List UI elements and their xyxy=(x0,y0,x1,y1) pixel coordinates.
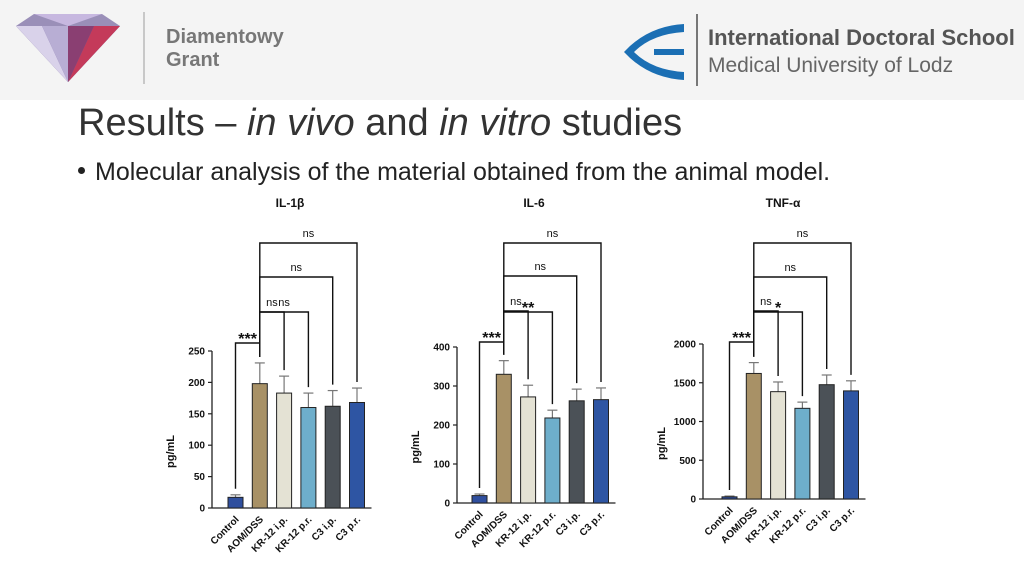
chart2-bar xyxy=(544,417,561,504)
chart3-y-tick-label: 1500 xyxy=(674,378,697,389)
chart2-y-tick-label: 300 xyxy=(433,382,450,393)
right-logo-line2: Medical University of Lodz xyxy=(708,54,954,77)
doctoral-school-logo-text: International Doctoral School Medical Un… xyxy=(708,24,1015,80)
chart3-y-tick-label: 500 xyxy=(679,456,696,467)
chart2-category-label: C3 p.r. xyxy=(578,509,608,539)
chart2-y-tick-label: 400 xyxy=(433,343,450,354)
chart1-title: IL-1β xyxy=(276,196,305,210)
title-italic1: in vivo xyxy=(246,102,355,144)
chart2-bar xyxy=(568,400,585,504)
bullet-text: Molecular analysis of the material obtai… xyxy=(95,158,831,186)
chart1-significance-label: ns xyxy=(278,297,290,309)
chart1-bar xyxy=(324,405,341,509)
chart3-significance-bracket xyxy=(753,276,828,369)
chart2-significance-bracket xyxy=(503,275,578,384)
chart3-y-tick-label: 1000 xyxy=(674,417,697,428)
chart3-bar xyxy=(794,407,811,500)
chart1-significance-bracket xyxy=(259,311,285,371)
diamond-logo xyxy=(16,14,120,82)
title-part1: Results – xyxy=(78,102,247,144)
chart1-bar xyxy=(276,392,293,509)
chart3-category-label: C3 i.p. xyxy=(804,505,833,534)
chart1-y-tick-label: 0 xyxy=(199,504,205,515)
chart1-category-label: C3 i.p. xyxy=(310,514,339,543)
chart2-bar xyxy=(471,495,488,504)
chart1-significance-bracket xyxy=(259,276,334,385)
chart3-y-tick-label: 2000 xyxy=(674,340,697,351)
chart2-category-label: C3 i.p. xyxy=(554,509,583,538)
title-italic2: in vitro xyxy=(439,102,552,144)
diamentowy-grant-logo-text: Diamentowy Grant xyxy=(166,26,284,72)
chart1-significance-label: ns xyxy=(266,297,278,309)
chart2-bar xyxy=(593,399,609,504)
chart2-significance-bracket xyxy=(503,310,529,380)
right-logo-line1: International Doctoral School xyxy=(708,25,1015,50)
left-logo-line2: Grant xyxy=(166,49,220,71)
chart2-bar xyxy=(495,373,512,504)
chart3-significance-bracket xyxy=(753,310,779,376)
title-part2: and xyxy=(354,102,440,144)
chart3-bar xyxy=(843,390,859,500)
chart2-significance-bracket xyxy=(503,242,602,382)
chart1-significance-label: ns xyxy=(303,228,315,240)
chart1-y-tick-label: 150 xyxy=(188,409,205,420)
chart2-significance-label: *** xyxy=(482,330,501,347)
chart2-significance-label: ** xyxy=(522,300,535,317)
chart1-y-axis-label: pg/mL xyxy=(165,435,177,468)
chart2-title: IL-6 xyxy=(523,196,545,210)
chart1-bar xyxy=(251,383,268,509)
chart1-bar xyxy=(349,401,365,509)
chart3-significance-label: * xyxy=(775,300,782,317)
chart2-significance-label: ns xyxy=(534,261,546,273)
chart1-y-tick-label: 250 xyxy=(188,347,205,358)
chart3-bar xyxy=(745,372,762,500)
chart2-y-tick-label: 200 xyxy=(433,421,450,432)
chart1-bar xyxy=(300,407,317,509)
chart2-y-axis-label: pg/mL xyxy=(410,430,422,463)
chart2-bar xyxy=(520,396,537,504)
chart1-significance-label: *** xyxy=(238,331,257,348)
chart1-significance-label: ns xyxy=(290,262,302,274)
chart3-significance-label: ns xyxy=(797,228,809,240)
header-divider xyxy=(143,12,145,84)
bullet-point: Molecular analysis of the material obtai… xyxy=(78,158,830,187)
chart3-significance-label: *** xyxy=(732,330,751,347)
doctoral-school-logo-icon xyxy=(624,24,684,80)
chart1-bar xyxy=(227,496,244,509)
chart1-y-tick-label: 100 xyxy=(188,441,205,452)
chart3-significance-label: ns xyxy=(760,296,772,308)
chart3-significance-bracket xyxy=(753,242,852,375)
slide-title: Results – in vivo and in vitro studies xyxy=(78,102,682,145)
chart3-significance-label: ns xyxy=(784,262,796,274)
chart1-significance-bracket xyxy=(259,242,358,383)
header-band xyxy=(0,0,1024,100)
chart2-significance-label: ns xyxy=(510,296,522,308)
left-logo-line1: Diamentowy xyxy=(166,26,284,48)
chart3-y-axis-label: pg/mL xyxy=(656,427,668,460)
chart3-bar xyxy=(770,391,787,500)
chart2-y-tick-label: 100 xyxy=(433,460,450,471)
chart1-y-tick-label: 50 xyxy=(194,472,206,483)
chart3-title: TNF-α xyxy=(766,196,801,210)
title-part3: studies xyxy=(551,102,683,144)
chart3-y-tick-label: 0 xyxy=(690,495,696,506)
chart3-bar xyxy=(818,384,835,500)
chart3-category-label: C3 p.r. xyxy=(828,505,858,535)
chart1-category-label: C3 p.r. xyxy=(334,514,364,544)
chart2-y-tick-label: 0 xyxy=(444,499,450,510)
header-divider-right xyxy=(696,14,698,86)
chart1-y-tick-label: 200 xyxy=(188,378,205,389)
chart2-significance-label: ns xyxy=(547,228,559,240)
bullet-dot-icon xyxy=(78,166,85,174)
chart3-bar xyxy=(721,496,738,500)
